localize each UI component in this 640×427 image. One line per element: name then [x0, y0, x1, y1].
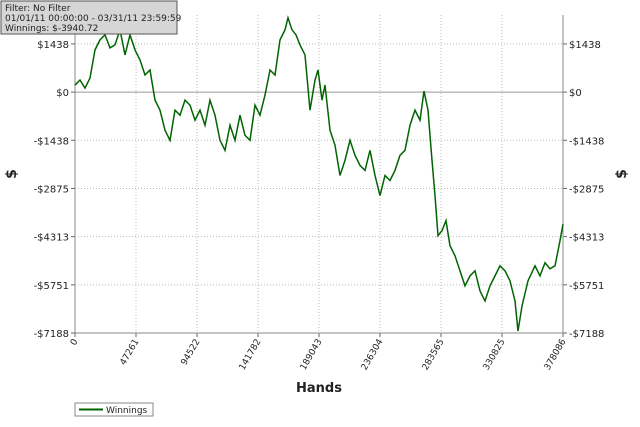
legend-label: Winnings	[106, 406, 148, 416]
x-axis-title: Hands	[296, 381, 342, 396]
y-tick-label: $1438	[569, 40, 601, 51]
y-tick-label: $1438	[37, 40, 69, 51]
x-tick-label: 0	[69, 337, 81, 347]
info-text: Winnings: $-3940.72	[5, 24, 98, 34]
y-tick-label: $0	[56, 88, 69, 99]
legend-box	[74, 402, 154, 417]
series-line	[74, 15, 564, 332]
y-tick-label: -$1438	[569, 136, 604, 147]
y-tick-label: -$5751	[34, 281, 69, 292]
y-tick-label: -$4313	[34, 233, 69, 244]
info-text: Filter: No Filter	[5, 4, 71, 14]
y-axis-title: $	[614, 169, 630, 179]
y-axis-title: $	[4, 169, 20, 179]
y-tick-label: -$4313	[569, 233, 604, 244]
y-tick-label: -$2875	[34, 184, 69, 195]
y-tick-label: -$7188	[569, 329, 604, 340]
y-tick-label: -$7188	[34, 329, 69, 340]
y-tick-label: -$1438	[34, 136, 69, 147]
y-tick-label: $0	[569, 88, 582, 99]
y-tick-label: -$2875	[569, 184, 604, 195]
info-text: 01/01/11 00:00:00 - 03/31/11 23:59:59	[5, 14, 182, 24]
info-box	[0, 0, 178, 35]
y-tick-label: -$5751	[569, 281, 604, 292]
